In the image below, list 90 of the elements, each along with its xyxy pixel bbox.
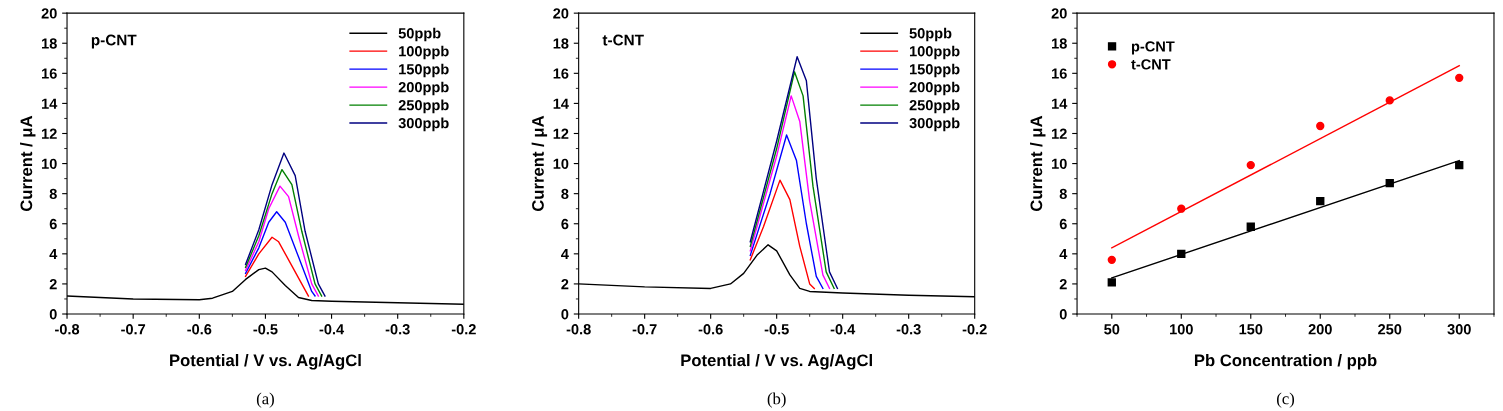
y-tick-label: 10 [1052, 158, 1067, 170]
x-tick-label: -0.3 [385, 324, 410, 335]
y-tick-label: 20 [41, 8, 57, 19]
y-tick-label: 14 [42, 98, 58, 109]
y-tick-label: 8 [49, 188, 57, 200]
y-tick-label: 6 [561, 218, 569, 230]
x-tick-label: -0.6 [187, 324, 212, 335]
legend-label: 100ppb [909, 45, 960, 60]
legend-label: 250ppb [909, 99, 960, 114]
y-tick-label: 8 [1059, 188, 1067, 200]
point [1246, 160, 1255, 170]
x-axis-title: Potential / V vs. Ag/AgCl [681, 353, 872, 370]
x-tick-label: -0.7 [632, 324, 657, 335]
text: (c) [1277, 392, 1295, 408]
legend-label: 200ppb [909, 81, 960, 96]
y-tick-label: 0 [1059, 309, 1067, 320]
legend-label: 250ppb [398, 99, 449, 114]
y-tick-label: 2 [561, 279, 569, 290]
y-tick-label: 18 [42, 38, 57, 49]
x-tick-label: -0.4 [319, 324, 345, 335]
point [1107, 278, 1116, 287]
x-tick-label: -0.5 [764, 324, 789, 335]
x-tick-label: 50 [1104, 324, 1120, 335]
y-axis-title: Current / μA [531, 115, 548, 212]
legend-label: 50ppb [909, 27, 952, 42]
x-axis-title: Potential / V vs. Ag/AgCl [170, 353, 361, 370]
y-tick-label: 12 [42, 128, 57, 139]
line-series [749, 179, 815, 290]
y-tick-label: 20 [553, 8, 569, 19]
x-tick-label: -0.8 [566, 324, 591, 335]
y-tick-label: 18 [1052, 38, 1067, 49]
line-series [244, 185, 320, 297]
y-tick-label: 2 [1059, 279, 1067, 290]
annotation: p-CNT [91, 34, 137, 49]
y-tick-label: 8 [561, 188, 569, 200]
y-tick-label: 10 [42, 158, 57, 170]
legend-label: 300ppb [909, 117, 960, 132]
legend-label: 150ppb [909, 63, 960, 78]
y-axis-title: Current / μA [1030, 115, 1046, 212]
y-tick-label: 0 [561, 309, 569, 320]
point [1316, 121, 1325, 131]
y-tick-label: 12 [1052, 128, 1067, 139]
y-tick-label: 0 [49, 309, 57, 320]
legend-label: 200ppb [398, 81, 449, 96]
x-tick-label: -0.5 [253, 324, 278, 335]
text: (a) [256, 392, 274, 408]
y-tick-label: 20 [1051, 8, 1067, 19]
annotation: t-CNT [602, 34, 644, 46]
point [1107, 255, 1116, 265]
y-tick-label: 16 [1052, 68, 1067, 79]
legend-label: 300ppb [398, 117, 449, 132]
point [1316, 197, 1325, 206]
x-tick-label: 300 [1447, 324, 1471, 335]
y-tick-label: 16 [553, 68, 569, 79]
x-tick-label: -0.2 [451, 324, 476, 335]
text: (b) [767, 392, 786, 408]
line-series [244, 211, 316, 297]
line-series [749, 134, 824, 290]
x-tick-label: -0.4 [830, 324, 856, 335]
x-tick-label: -0.3 [896, 324, 921, 335]
y-tick-label: 2 [49, 279, 57, 290]
x-tick-label: -0.7 [121, 324, 146, 335]
x-tick-label: -0.6 [698, 324, 723, 335]
x-tick-label: 150 [1239, 324, 1263, 335]
legend-label: 150ppb [399, 63, 449, 78]
y-tick-label: 4 [561, 249, 569, 260]
x-tick-label: -0.8 [55, 324, 80, 335]
y-tick-label: 10 [553, 158, 569, 170]
x-tick-label: 200 [1308, 324, 1332, 335]
y-tick-label: 4 [1059, 249, 1068, 260]
y-tick-label: 14 [553, 98, 569, 109]
x-tick-label: 250 [1378, 324, 1402, 335]
y-tick-label: 16 [42, 68, 57, 79]
y-axis-title: Current / μA [20, 115, 36, 212]
y-tick-label: 18 [553, 38, 569, 49]
y-tick-label: 12 [553, 128, 569, 139]
line-series [749, 95, 831, 290]
y-tick-label: 6 [1059, 218, 1067, 230]
line-series [244, 236, 310, 297]
x-axis-title: Pb Concentration / ppb [1194, 353, 1377, 370]
legend-label: 100ppb [399, 45, 449, 60]
point [1455, 73, 1464, 83]
legend-label: t-CNT [1131, 59, 1171, 70]
y-tick-label: 4 [49, 249, 58, 260]
legend-label: 50ppb [398, 27, 441, 42]
y-tick-label: 14 [1052, 98, 1068, 109]
y-tick-label: 6 [49, 218, 57, 230]
x-tick-label: 100 [1170, 324, 1193, 335]
x-tick-label: -0.2 [962, 324, 987, 335]
legend-label: p-CNT [1131, 41, 1175, 55]
